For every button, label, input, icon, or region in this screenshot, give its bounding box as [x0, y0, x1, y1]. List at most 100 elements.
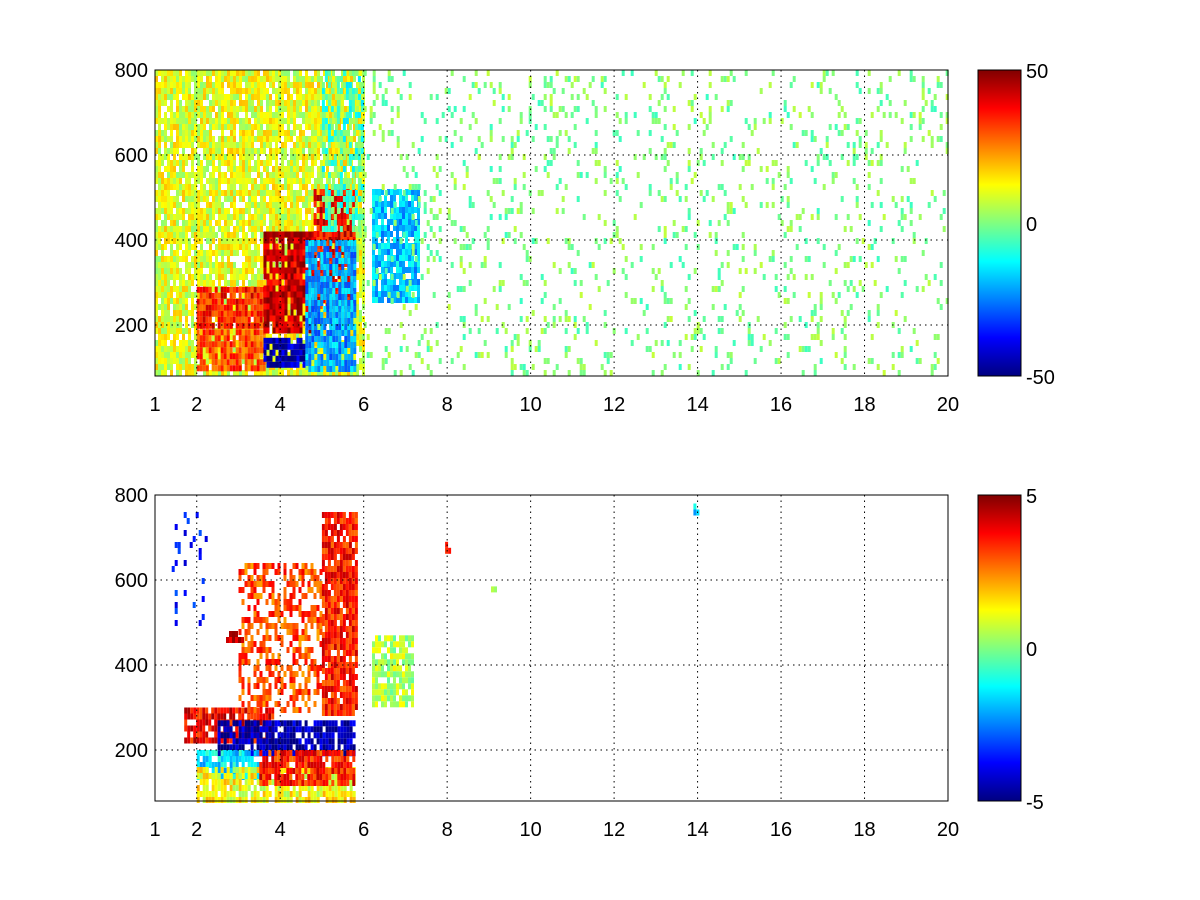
heatmap-cell	[299, 261, 303, 268]
heatmap-cell	[333, 136, 337, 142]
heatmap-cell	[208, 335, 212, 342]
heatmap-cell	[256, 322, 260, 329]
heatmap-cell	[215, 166, 218, 172]
heatmap-cell	[305, 172, 308, 178]
heatmap-cell	[247, 329, 251, 336]
heatmap-cell	[347, 154, 350, 160]
heatmap-cell	[311, 214, 314, 220]
heatmap-cell	[353, 366, 357, 372]
heatmap-cell	[164, 334, 167, 340]
heatmap-cell	[236, 238, 239, 244]
heatmap-cell	[194, 244, 197, 250]
heatmap-cell	[501, 190, 505, 196]
heatmap-cell	[158, 226, 161, 232]
heatmap-cell	[450, 220, 454, 226]
heatmap-cell	[299, 297, 303, 304]
heatmap-cell	[263, 303, 267, 310]
heatmap-cell	[321, 112, 325, 118]
heatmap-cell	[179, 100, 182, 106]
heatmap-cell	[378, 255, 381, 261]
heatmap-cell	[254, 226, 257, 232]
heatmap-cell	[197, 130, 200, 136]
heatmap-cell	[254, 76, 257, 82]
heatmap-cell	[266, 309, 270, 316]
heatmap-cell	[248, 220, 251, 226]
heatmap-cell	[420, 358, 424, 364]
heatmap-cell	[263, 349, 267, 356]
heatmap-cell	[356, 250, 359, 256]
heatmap-cell	[208, 341, 212, 348]
heatmap-cell	[275, 166, 278, 172]
heatmap-cell	[489, 82, 493, 88]
heatmap-cell	[226, 341, 230, 348]
heatmap-cell	[344, 172, 347, 178]
heatmap-cell	[235, 359, 239, 366]
heatmap-cell	[360, 130, 364, 136]
heatmap-cell	[290, 237, 294, 244]
heatmap-cell	[155, 298, 158, 304]
heatmap-cell	[202, 310, 206, 317]
heatmap-cell	[233, 172, 236, 178]
heatmap-cell	[302, 297, 306, 304]
heatmap-cell	[221, 214, 224, 220]
heatmap-cell	[182, 94, 185, 100]
heatmap-cell	[185, 226, 188, 232]
heatmap-cell	[206, 214, 209, 220]
heatmap-cell	[281, 196, 284, 202]
heatmap-cell	[272, 297, 276, 304]
heatmap-cell	[227, 232, 230, 238]
heatmap-cell	[209, 112, 212, 118]
heatmap-cell	[239, 214, 242, 220]
heatmap-cell	[236, 70, 239, 76]
heatmap-cell	[170, 76, 173, 82]
heatmap-cell	[266, 273, 270, 280]
heatmap-cell	[348, 196, 352, 202]
heatmap-cell	[164, 154, 167, 160]
heatmap-cell	[272, 166, 275, 172]
heatmap-cell	[483, 256, 487, 262]
heatmap-cell	[257, 268, 260, 274]
heatmap-cell	[206, 178, 209, 184]
heatmap-cell	[319, 189, 323, 195]
heatmap-cell	[339, 226, 343, 232]
heatmap-cell	[363, 172, 367, 178]
heatmap-cell	[281, 124, 284, 130]
heatmap-cell	[384, 88, 388, 94]
heatmap-cell	[176, 124, 179, 130]
heatmap-cell	[324, 118, 328, 124]
heatmap-cell	[220, 292, 224, 299]
heatmap-cell	[486, 352, 490, 358]
heatmap-cell	[245, 268, 248, 274]
heatmap-cell	[230, 70, 233, 76]
heatmap-cell	[275, 279, 279, 286]
heatmap-cell	[324, 160, 328, 166]
heatmap-cell	[519, 298, 523, 304]
heatmap-cell	[299, 214, 302, 220]
heatmap-cell	[332, 330, 336, 336]
heatmap-cell	[320, 294, 324, 300]
heatmap-cell	[317, 190, 320, 196]
heatmap-cell	[278, 267, 282, 274]
heatmap-cell	[185, 244, 188, 250]
heatmap-cell	[296, 124, 299, 130]
heatmap-cell	[191, 118, 194, 124]
heatmap-cell	[206, 196, 209, 202]
heatmap-cell	[263, 112, 266, 118]
heatmap-cell	[411, 201, 414, 207]
heatmap-cell	[335, 88, 338, 94]
heatmap-cell	[299, 267, 303, 274]
heatmap-cell	[393, 255, 396, 261]
heatmap-cell	[477, 154, 481, 160]
heatmap-cell	[474, 352, 478, 358]
heatmap-cell	[393, 202, 397, 208]
heatmap-cell	[328, 231, 332, 237]
heatmap-cell	[227, 214, 230, 220]
heatmap-cell	[293, 315, 297, 322]
heatmap-cell	[275, 214, 278, 220]
heatmap-cell	[353, 276, 357, 282]
heatmap-cell	[387, 285, 390, 291]
heatmap-cell	[330, 220, 334, 226]
heatmap-cell	[212, 202, 215, 208]
heatmap-cell	[351, 154, 355, 160]
heatmap-cell	[167, 316, 170, 322]
